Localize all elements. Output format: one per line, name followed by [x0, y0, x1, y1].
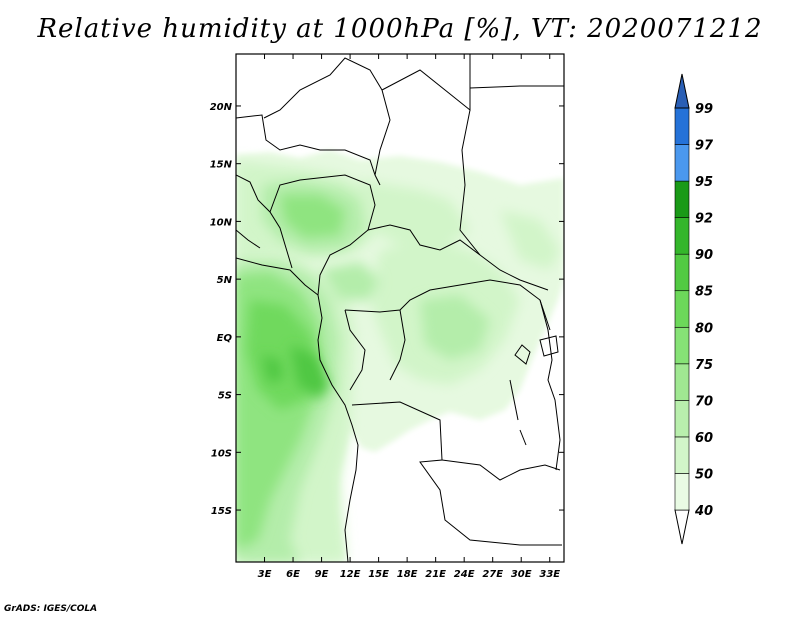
y-tick-label-15s: 15S	[211, 506, 232, 517]
x-tick-label-18e: 18E	[397, 569, 418, 580]
x-tick-label-24e: 24E	[454, 569, 475, 580]
country-borders	[236, 54, 564, 562]
colorbar-label-99: 99	[695, 102, 713, 117]
colorbar-label-85: 85	[695, 285, 713, 300]
colorbar-label-50: 50	[695, 467, 713, 482]
shade-band-90	[262, 345, 330, 400]
colorbar-segment	[674, 180, 690, 218]
y-tick-label-15n: 15N	[210, 160, 233, 171]
colorbar-label-90: 90	[695, 248, 713, 263]
colorbar-label-60: 60	[695, 431, 713, 446]
y-tick-label-10n: 10N	[210, 217, 233, 228]
axis-ticks	[236, 54, 564, 562]
colorbar-label-70: 70	[695, 394, 713, 409]
map-frame	[235, 53, 565, 563]
colorbar-segment	[674, 144, 690, 182]
humidity-shading	[236, 54, 564, 562]
colorbar-label-95: 95	[695, 175, 713, 190]
colorbar-segment	[674, 217, 690, 255]
colorbar-segment	[674, 363, 690, 401]
colorbar-label-80: 80	[695, 321, 713, 336]
lakes	[509, 335, 559, 446]
colorbar-labels: 40 50 60 70 75 80 85 90 92 95 97 99	[694, 102, 714, 519]
colorbar-segment	[674, 473, 690, 511]
x-tick-label-33e: 33E	[539, 569, 560, 580]
colorbar-label-40: 40	[694, 504, 713, 519]
colorbar-legend	[674, 73, 690, 545]
y-tick-label-10s: 10S	[211, 448, 232, 459]
colorbar-segment	[674, 436, 690, 474]
colorbar-segment	[674, 326, 690, 365]
x-tick-label-12e: 12E	[340, 569, 361, 580]
colorbar-segment	[674, 290, 690, 328]
colorbar-segment	[674, 253, 690, 292]
x-tick-label-3e: 3E	[258, 569, 272, 580]
y-tick-labels: 20N 15N 10N 5N EQ 5S 10S 15S	[210, 102, 233, 517]
colorbar-segment	[674, 400, 690, 438]
page-title: Relative humidity at 1000hPa [%], VT: 20…	[37, 14, 763, 44]
credit-label: GrADS: IGES/COLA	[4, 604, 98, 614]
x-tick-label-6e: 6E	[286, 569, 300, 580]
colorbar-segment	[674, 107, 690, 145]
x-tick-label-21e: 21E	[425, 569, 446, 580]
x-tick-label-9e: 9E	[315, 569, 329, 580]
colorbar-label-75: 75	[695, 358, 713, 373]
y-tick-label-5s: 5S	[218, 391, 232, 402]
x-tick-label-15e: 15E	[368, 569, 389, 580]
y-tick-label-eq: EQ	[217, 333, 233, 344]
coastline	[236, 257, 359, 562]
y-tick-label-5n: 5N	[217, 275, 233, 286]
x-tick-label-30e: 30E	[511, 569, 532, 580]
colorbar-segment-below	[674, 509, 690, 545]
y-tick-label-20n: 20N	[210, 102, 233, 113]
colorbar-label-92: 92	[695, 212, 713, 227]
x-tick-labels: 3E 6E 9E 12E 15E 18E 21E 24E 27E 30E 33E	[258, 569, 561, 580]
colorbar-label-97: 97	[695, 139, 714, 154]
x-tick-label-27e: 27E	[482, 569, 503, 580]
colorbar-segment-above	[674, 73, 690, 109]
